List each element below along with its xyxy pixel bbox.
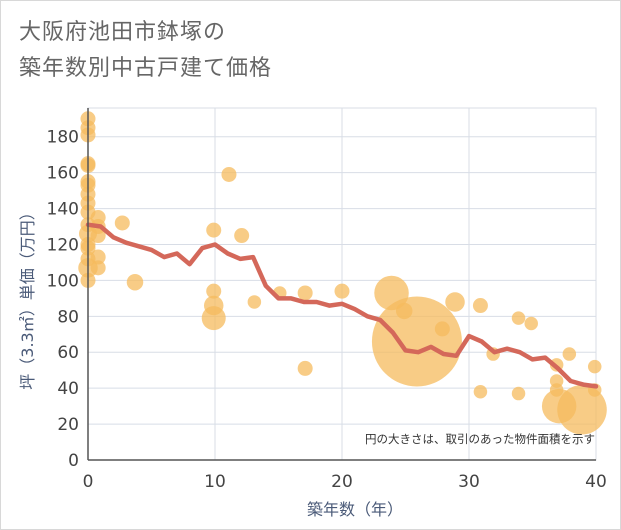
x-tick-label: 0 <box>83 472 94 492</box>
y-tick-label: 140 <box>47 200 79 220</box>
x-tick-label: 40 <box>585 472 607 492</box>
data-bubble <box>206 283 222 299</box>
data-bubble <box>334 283 350 299</box>
chart-title: 大阪府池田市鉢塚の 築年数別中古戸建て価格 <box>19 15 272 87</box>
average-line <box>85 222 599 389</box>
data-bubble <box>234 228 250 244</box>
y-tick-label: 80 <box>57 307 79 327</box>
data-bubble <box>445 292 465 312</box>
y-tick-label: 0 <box>68 451 79 471</box>
axes: 0 20 40 60 80 100 120 140 160 180 0 10 20 30 40 <box>47 108 607 492</box>
x-tick-label: 10 <box>204 472 226 492</box>
data-bubble <box>201 306 226 331</box>
chart-title-line-2: 築年数別中古戸建て価格 <box>19 56 273 81</box>
y-tick-label: 160 <box>47 164 79 184</box>
data-bubble <box>434 321 450 337</box>
chart-title-line-1: 大阪府池田市鉢塚の <box>19 20 227 45</box>
data-bubble <box>90 260 106 276</box>
data-bubble <box>297 285 313 301</box>
data-bubble <box>472 298 488 314</box>
y-axis-label: 坪（3.3㎡）単価（万円） <box>18 204 37 389</box>
data-bubble <box>557 384 607 435</box>
y-tick-label: 60 <box>57 343 79 363</box>
y-tick-label: 180 <box>47 128 79 148</box>
y-tick-label: 20 <box>57 415 79 435</box>
data-bubble <box>247 295 262 309</box>
data-bubble <box>206 222 222 238</box>
bubbles <box>78 111 607 435</box>
x-axis-label: 築年数（年） <box>307 500 403 519</box>
y-tick-label: 100 <box>47 271 79 291</box>
data-bubble <box>297 360 313 376</box>
annotation-note: 円の大きさは、取引のあった物件面積を示す <box>365 432 595 446</box>
x-tick-label: 20 <box>331 472 353 492</box>
data-bubble <box>473 385 488 399</box>
x-tick-label: 30 <box>458 472 480 492</box>
data-bubble <box>114 215 130 231</box>
y-tick-label: 40 <box>57 379 79 399</box>
data-bubble <box>90 228 106 244</box>
data-bubble <box>221 166 237 182</box>
data-bubble <box>562 347 577 361</box>
data-bubble <box>587 359 602 374</box>
data-bubble <box>511 386 526 401</box>
data-bubble <box>524 316 538 331</box>
y-tick-label: 120 <box>47 235 79 255</box>
data-bubble <box>371 296 462 387</box>
data-bubble <box>511 311 526 325</box>
average-line-layer <box>85 222 599 389</box>
data-bubble <box>90 249 106 265</box>
data-bubble <box>126 273 144 291</box>
